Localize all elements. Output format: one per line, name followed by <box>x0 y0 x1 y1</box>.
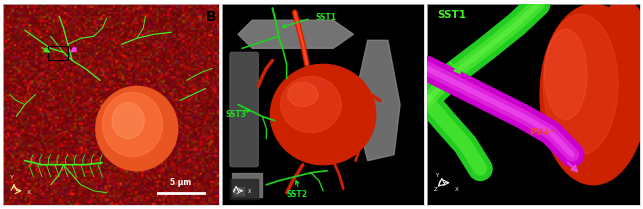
Text: C: C <box>410 10 420 24</box>
Text: Y: Y <box>10 175 14 180</box>
Text: Y: Y <box>232 189 235 194</box>
Ellipse shape <box>102 92 163 157</box>
Ellipse shape <box>287 82 318 107</box>
Polygon shape <box>238 20 354 48</box>
Text: PV+⁺: PV+⁺ <box>529 128 556 137</box>
Ellipse shape <box>96 87 177 171</box>
Ellipse shape <box>540 4 643 185</box>
Text: SST2: SST2 <box>287 190 307 199</box>
Text: SST1: SST1 <box>315 13 336 22</box>
Text: PV+: PV+ <box>315 82 334 90</box>
Bar <box>48 46 68 60</box>
FancyBboxPatch shape <box>230 52 258 167</box>
Bar <box>230 179 258 199</box>
Text: Z: Z <box>433 187 437 192</box>
Text: SST3: SST3 <box>226 110 247 119</box>
Ellipse shape <box>271 64 376 165</box>
Ellipse shape <box>602 0 643 69</box>
Ellipse shape <box>280 76 341 133</box>
Text: X: X <box>455 187 458 192</box>
Text: Y: Y <box>435 173 439 178</box>
Ellipse shape <box>545 29 587 120</box>
Text: 5 μm: 5 μm <box>170 178 192 187</box>
Text: X: X <box>248 189 251 194</box>
Text: SST1: SST1 <box>438 10 467 20</box>
Text: B: B <box>206 10 216 24</box>
Bar <box>234 187 244 195</box>
Text: X: X <box>27 190 31 195</box>
Polygon shape <box>354 40 400 161</box>
Ellipse shape <box>543 14 618 155</box>
Bar <box>232 173 262 197</box>
Ellipse shape <box>112 102 144 139</box>
